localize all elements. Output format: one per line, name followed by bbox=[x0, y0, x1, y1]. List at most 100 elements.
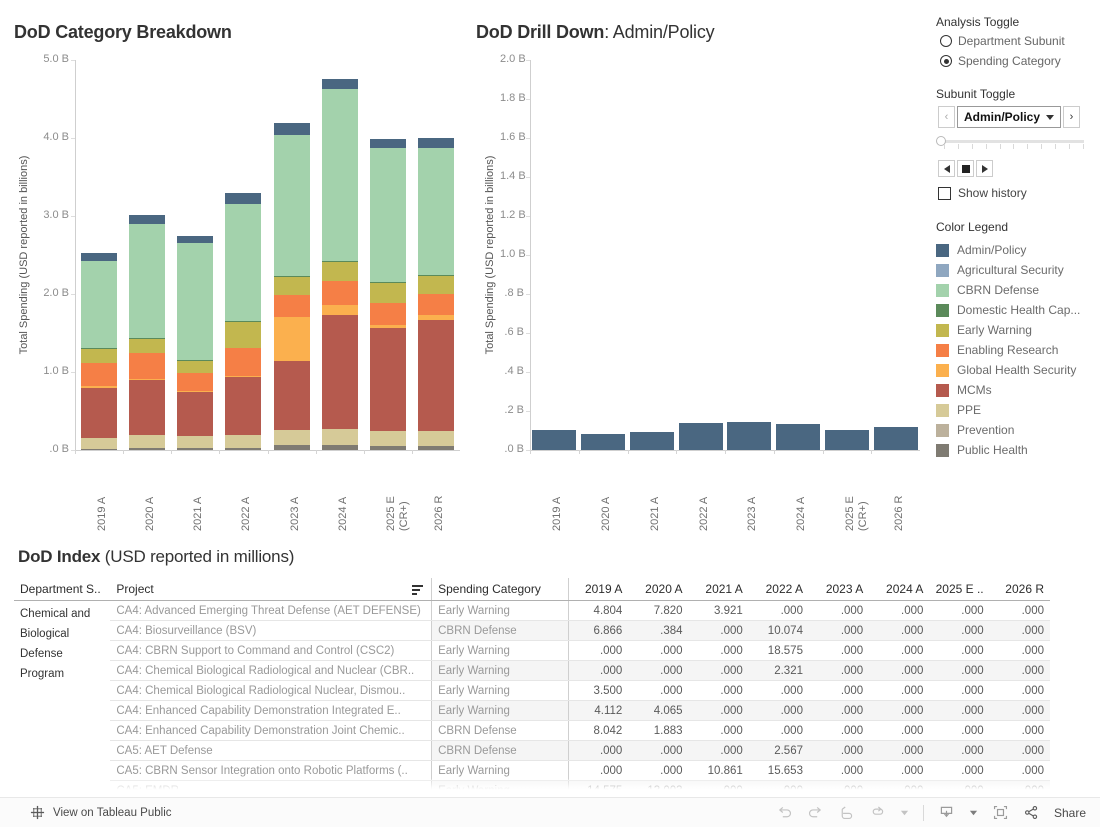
bar-segment[interactable] bbox=[417, 446, 454, 450]
bar-segment[interactable] bbox=[81, 363, 118, 386]
bar-segment[interactable] bbox=[321, 304, 358, 315]
bar-segment[interactable] bbox=[321, 444, 358, 450]
subunit-slider[interactable] bbox=[936, 136, 1084, 149]
legend-item[interactable]: CBRN Defense bbox=[936, 280, 1096, 300]
playback-step-back-button[interactable] bbox=[938, 160, 955, 177]
table-cell-category[interactable]: Early Warning bbox=[431, 600, 569, 621]
table-cell-value[interactable]: .000 bbox=[869, 660, 930, 681]
table-cell-value[interactable]: .000 bbox=[688, 620, 749, 641]
table-cell-value[interactable]: .000 bbox=[808, 680, 870, 701]
bar-segment[interactable] bbox=[81, 261, 118, 349]
bar-segment[interactable] bbox=[177, 236, 214, 244]
undo-icon[interactable] bbox=[776, 804, 793, 821]
table-cell-value[interactable]: .000 bbox=[989, 680, 1050, 701]
bar-segment[interactable] bbox=[81, 387, 118, 438]
table-cell-value[interactable]: .000 bbox=[628, 640, 689, 661]
bar-segment[interactable] bbox=[727, 421, 772, 450]
table-cell-value[interactable]: .384 bbox=[628, 620, 689, 641]
table-cell-value[interactable]: 6.866 bbox=[568, 620, 629, 641]
bar-segment[interactable] bbox=[129, 353, 166, 380]
table-cell-value[interactable]: 3.500 bbox=[568, 680, 629, 701]
table-cell-project[interactable]: CA4: Enhanced Capability Demonstration J… bbox=[110, 720, 433, 741]
bar-segment[interactable] bbox=[776, 424, 821, 450]
table-cell-value[interactable]: .000 bbox=[869, 700, 930, 721]
bar-segment[interactable] bbox=[177, 435, 214, 448]
table-cell-project[interactable]: CA4: Chemical Biological Radiological an… bbox=[110, 660, 433, 681]
share-label[interactable]: Share bbox=[1053, 805, 1086, 820]
bar-segment[interactable] bbox=[321, 262, 358, 282]
table-column-header[interactable]: Department S.. bbox=[14, 578, 111, 601]
bar-column[interactable] bbox=[273, 123, 310, 450]
bar-segment[interactable] bbox=[177, 243, 214, 361]
table-cell-value[interactable]: .000 bbox=[929, 620, 990, 641]
table-cell-value[interactable]: .000 bbox=[808, 660, 870, 681]
table-cell-value[interactable]: .000 bbox=[748, 680, 809, 701]
fullscreen-icon[interactable] bbox=[992, 804, 1009, 821]
table-cell-value[interactable]: .000 bbox=[628, 680, 689, 701]
bar-segment[interactable] bbox=[369, 281, 406, 284]
bar-segment[interactable] bbox=[369, 325, 406, 329]
table-cell-value[interactable]: 15.653 bbox=[748, 760, 809, 781]
table-column-header[interactable]: 2026 R bbox=[989, 578, 1050, 601]
bar-segment[interactable] bbox=[417, 431, 454, 447]
table-cell-value[interactable]: 2.567 bbox=[748, 740, 809, 761]
table-cell-value[interactable]: .000 bbox=[808, 700, 870, 721]
slider-knob[interactable] bbox=[936, 136, 946, 146]
table-cell-value[interactable]: .000 bbox=[748, 600, 809, 621]
table-cell-value[interactable]: .000 bbox=[628, 660, 689, 681]
subunit-selector[interactable]: ‹ Admin/Policy › bbox=[938, 106, 1081, 128]
bar-segment[interactable] bbox=[417, 315, 454, 320]
table-cell-value[interactable]: .000 bbox=[688, 740, 749, 761]
share-icon[interactable] bbox=[1023, 804, 1040, 821]
table-cell-value[interactable]: .000 bbox=[929, 600, 990, 621]
table-cell-value[interactable]: 2.321 bbox=[748, 660, 809, 681]
table-cell-value[interactable]: 4.804 bbox=[568, 600, 629, 621]
bar-segment[interactable] bbox=[129, 448, 166, 450]
subunit-prev-button[interactable]: ‹ bbox=[938, 106, 955, 128]
subunit-dropdown[interactable]: Admin/Policy bbox=[957, 106, 1062, 128]
bar-segment[interactable] bbox=[273, 276, 310, 295]
right-chart[interactable]: Total Spending (USD reported in billions… bbox=[470, 50, 930, 531]
bar-segment[interactable] bbox=[225, 434, 262, 448]
bar-segment[interactable] bbox=[273, 275, 310, 277]
view-on-tableau-public[interactable]: View on Tableau Public bbox=[30, 805, 172, 820]
table-row[interactable]: Chemical and Biological Defense Program C… bbox=[14, 600, 1050, 680]
bar-segment[interactable] bbox=[129, 223, 166, 338]
subunit-next-button[interactable]: › bbox=[1063, 106, 1081, 128]
bar-segment[interactable] bbox=[417, 274, 454, 277]
bar-segment[interactable] bbox=[177, 360, 214, 362]
bar-column[interactable] bbox=[321, 78, 358, 450]
table-cell-value[interactable]: .000 bbox=[869, 640, 930, 661]
table-column-header[interactable]: 2022 A bbox=[748, 578, 809, 601]
table-cell-value[interactable]: .000 bbox=[929, 680, 990, 701]
revert-icon[interactable] bbox=[838, 804, 855, 821]
table-cell-project[interactable]: CA4: Advanced Emerging Threat Defense (A… bbox=[110, 600, 433, 621]
bar-column[interactable] bbox=[369, 138, 406, 450]
bar-segment[interactable] bbox=[417, 138, 454, 148]
bar-segment[interactable] bbox=[532, 429, 577, 450]
table-cell-value[interactable]: .000 bbox=[808, 760, 870, 781]
table-cell-category[interactable]: Early Warning bbox=[431, 660, 569, 681]
table-cell-value[interactable]: 3.921 bbox=[688, 600, 749, 621]
radio-spending-category[interactable]: Spending Category bbox=[940, 54, 1061, 68]
table-row[interactable]: CA4: Enhanced Capability Demonstration J… bbox=[14, 720, 1050, 741]
table-cell-value[interactable]: 10.861 bbox=[688, 760, 749, 781]
table-cell-value[interactable]: .000 bbox=[568, 740, 629, 761]
table-cell-value[interactable]: 4.112 bbox=[568, 700, 629, 721]
table-cell-category[interactable]: Early Warning bbox=[431, 640, 569, 661]
bar-segment[interactable] bbox=[273, 445, 310, 450]
table-cell-category[interactable]: CBRN Defense bbox=[431, 740, 569, 761]
bar-segment[interactable] bbox=[273, 429, 310, 446]
left-chart[interactable]: Total Spending (USD reported in billions… bbox=[0, 50, 470, 531]
table-cell-value[interactable]: .000 bbox=[929, 700, 990, 721]
bar-segment[interactable] bbox=[81, 348, 118, 349]
legend-item[interactable]: Prevention bbox=[936, 420, 1096, 440]
table-column-header[interactable]: 2019 A bbox=[568, 578, 629, 601]
table-row[interactable]: CA4: Enhanced Capability Demonstration I… bbox=[14, 700, 1050, 721]
legend-item[interactable]: PPE bbox=[936, 400, 1096, 420]
playback-controls[interactable] bbox=[938, 160, 995, 177]
table-column-header[interactable]: 2024 A bbox=[869, 578, 930, 601]
bar-segment[interactable] bbox=[417, 319, 454, 432]
playback-stop-button[interactable] bbox=[957, 160, 974, 177]
bar-segment[interactable] bbox=[225, 347, 262, 376]
